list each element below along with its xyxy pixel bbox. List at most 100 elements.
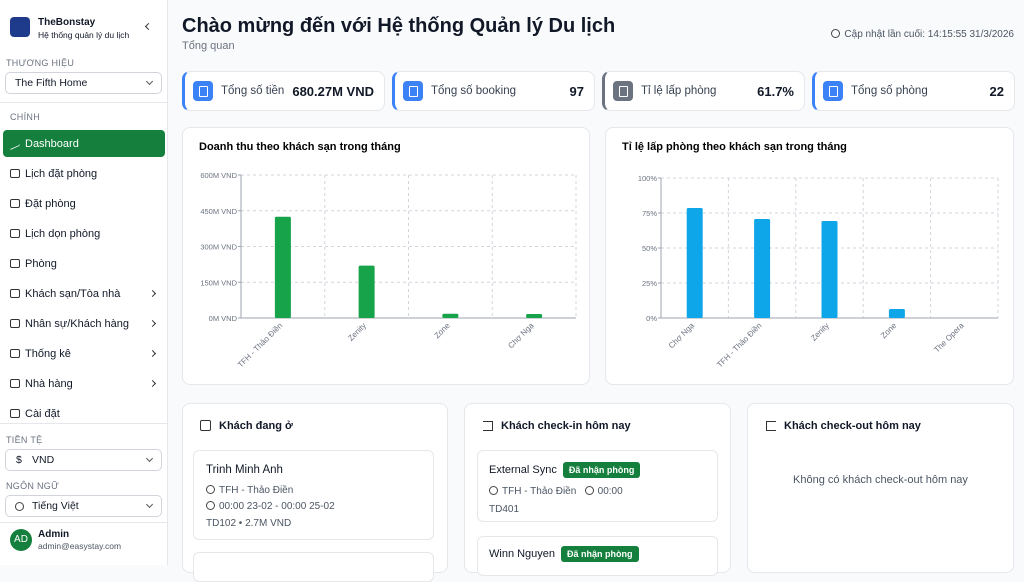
- guest-item[interactable]: Trinh Minh Anh TFH - Thảo Điền 00:00 23-…: [193, 450, 434, 540]
- stat-card: Tổng số phòng 22: [812, 71, 1015, 111]
- chevron: [148, 379, 157, 388]
- guest-name: Trinh Minh Anh: [206, 464, 283, 476]
- icon: [831, 29, 841, 38]
- icon: [613, 81, 633, 101]
- nav-label: Dashboard: [25, 137, 79, 150]
- stat-card: Tỉ lệ lấp phòng 61.7%: [602, 71, 805, 111]
- y-tick-label: 300M VND: [200, 243, 237, 252]
- user-name: Admin: [38, 529, 70, 540]
- x-tick-label: Zenity: [346, 321, 368, 343]
- icon: $: [16, 454, 22, 466]
- currency-select[interactable]: $ VND: [5, 449, 162, 471]
- stat-label: Tổng số booking: [431, 85, 517, 97]
- stat-card: Tổng số tiền 680.27M VND: [182, 71, 385, 111]
- nav-label: Nhà hàng: [25, 377, 73, 390]
- nav-item[interactable]: Phòng: [3, 250, 165, 277]
- nav-item[interactable]: Lịch đặt phòng: [3, 160, 165, 187]
- icon: [823, 81, 843, 101]
- bar: [821, 220, 838, 318]
- chart: Tỉ lệ lấp phòng theo khách sạn trong thá…: [622, 141, 999, 369]
- guest-name: Winn Nguyen: [489, 548, 556, 560]
- x-tick-label: Zenity: [809, 321, 831, 343]
- hotel: TFH - Thảo Điền 00:00: [489, 486, 623, 497]
- y-tick-label: 600M VND: [200, 171, 237, 180]
- page-subtitle: Tổng quan: [182, 40, 235, 52]
- icon: [403, 81, 423, 101]
- checkin-card: Khách check-in hôm nay External Sync Đã n…: [464, 403, 731, 576]
- bar: [888, 309, 905, 318]
- staying-card: Khách đang ở Trinh Minh Anh TFH - Thảo Đ…: [182, 403, 448, 582]
- nav-item[interactable]: Nhân sự/Khách hàng: [3, 310, 165, 337]
- nav-label: Lịch dọn phòng: [25, 227, 101, 240]
- divider: [0, 423, 168, 424]
- icon: [483, 421, 493, 431]
- icon: [766, 421, 776, 431]
- avatar[interactable]: AD: [10, 529, 32, 551]
- guest-item[interactable]: [193, 552, 434, 582]
- nav-item[interactable]: Đặt phòng: [3, 190, 165, 217]
- bar: [526, 313, 543, 318]
- icon: [206, 501, 215, 510]
- nav-label: Lịch đặt phòng: [25, 167, 98, 180]
- chevron: [148, 319, 157, 328]
- language-select[interactable]: Tiếng Việt: [5, 495, 162, 517]
- bar: [442, 313, 459, 318]
- room: TD401: [489, 504, 520, 515]
- collapse-button[interactable]: [144, 22, 153, 31]
- x-tick-label: Zone: [433, 321, 453, 341]
- nav-label: Thống kê: [25, 347, 71, 360]
- x-tick-label: The Opera: [932, 321, 966, 355]
- x-tick-label: Chợ Ngạ: [667, 321, 697, 351]
- guest-item[interactable]: External Sync Đã nhận phòng TFH - Thảo Đi…: [477, 450, 718, 522]
- icon: [15, 502, 24, 511]
- icon: [10, 259, 20, 268]
- nav-item[interactable]: Nhà hàng: [3, 370, 165, 397]
- icon: [10, 199, 20, 208]
- nav-label: Đặt phòng: [25, 197, 76, 210]
- chevron: [148, 289, 157, 298]
- hotel-name: TFH - Thảo Điền: [502, 486, 577, 497]
- y-tick-label: 150M VND: [200, 278, 237, 287]
- guest-name: External Sync: [489, 464, 557, 476]
- empty-message: Không có khách check-out hôm nay: [793, 474, 968, 486]
- nav-label: Cài đặt: [25, 407, 60, 420]
- section-label: CHÍNH: [10, 112, 40, 122]
- icon: [10, 289, 20, 298]
- chart: Doanh thu theo khách sạn trong tháng 0M …: [199, 141, 577, 369]
- chart-title: Tỉ lệ lấp phòng theo khách sạn trong thá…: [622, 141, 847, 153]
- y-tick-label: 75%: [642, 209, 657, 218]
- guest-item[interactable]: Winn Nguyen Đã nhận phòng: [477, 536, 718, 576]
- icon: [489, 486, 498, 495]
- nav-item[interactable]: Khách sạn/Tòa nhà: [3, 280, 165, 307]
- updated: Cập nhật lần cuối: 14:15:55 31/3/2026: [844, 29, 1014, 40]
- property-select[interactable]: The Fifth Home: [5, 72, 162, 94]
- guest-row: External Sync Đã nhận phòng: [489, 462, 641, 478]
- nav-item[interactable]: Cài đặt: [3, 400, 165, 427]
- nav-item[interactable]: Thống kê: [3, 340, 165, 367]
- status-badge: Đã nhận phòng: [562, 462, 641, 478]
- icon: [206, 485, 215, 494]
- stat-label: Tổng số tiền: [221, 85, 285, 97]
- nav-item[interactable]: Dashboard: [3, 130, 165, 157]
- y-tick-label: 50%: [642, 244, 657, 253]
- card-title: Khách đang ở: [219, 420, 293, 432]
- y-tick-label: 0%: [646, 314, 657, 323]
- chart-title: Doanh thu theo khách sạn trong tháng: [199, 141, 401, 153]
- last-updated: Cập nhật lần cuối: 14:15:55 31/3/2026: [831, 29, 1014, 40]
- stat-card: Tổng số booking 97: [392, 71, 595, 111]
- language-label: NGÔN NGỮ: [6, 481, 60, 491]
- nav-item[interactable]: Lịch dọn phòng: [3, 220, 165, 247]
- icon: [10, 136, 20, 151]
- stat-label: Tổng số phòng: [851, 85, 928, 97]
- hotel: TFH - Thảo Điền: [206, 485, 293, 496]
- x-tick-label: Zone: [879, 321, 899, 341]
- x-tick-label: TFH - Thảo Điền: [715, 321, 763, 369]
- divider: [0, 102, 168, 103]
- time: 00:00 23-02 - 00:00 25-02: [206, 501, 335, 512]
- nav-label: Khách sạn/Tòa nhà: [25, 287, 121, 300]
- icon: [10, 349, 20, 358]
- icon: [193, 81, 213, 101]
- chevron: [148, 349, 157, 358]
- stat-value: 97: [569, 84, 584, 99]
- user-email: admin@easystay.com: [38, 541, 122, 551]
